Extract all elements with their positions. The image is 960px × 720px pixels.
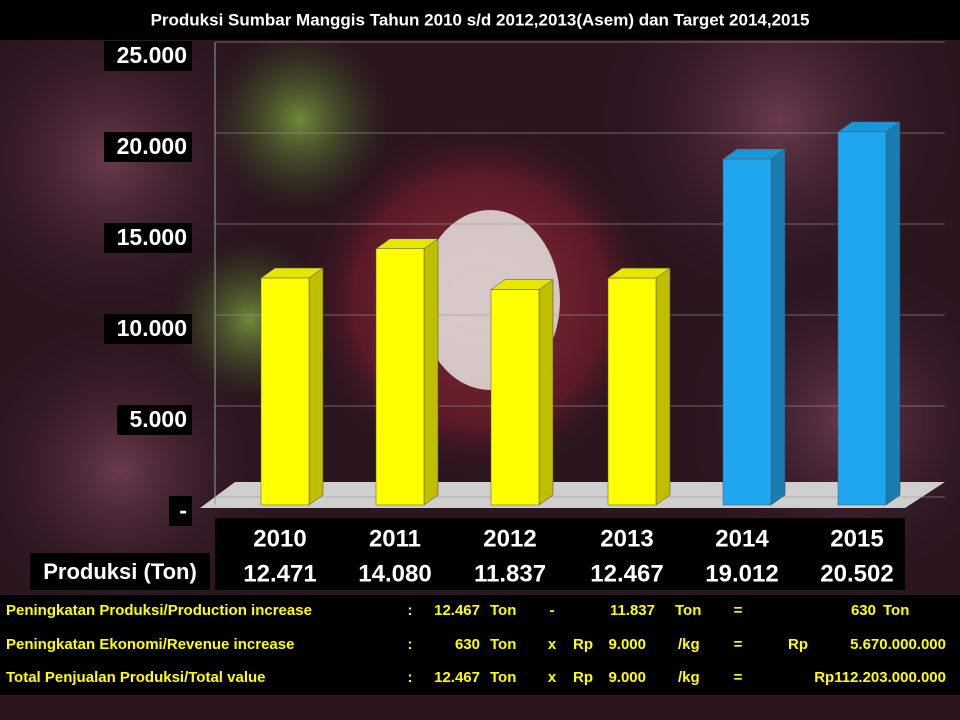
- y-tick-label: -: [179, 497, 187, 523]
- value-label: 11.837: [474, 560, 546, 587]
- bar-side: [308, 267, 324, 506]
- table-cell: 12.467: [434, 602, 480, 619]
- bar: [490, 289, 540, 506]
- bar: [260, 277, 310, 506]
- y-tick-label: 20.000: [117, 133, 187, 159]
- x-tick-label: 2011: [369, 525, 421, 552]
- y-tick-box: [104, 314, 192, 344]
- value-label: 12.471: [243, 560, 316, 587]
- y-tick-box: [104, 132, 192, 162]
- y-tick-label: 25.000: [117, 42, 187, 68]
- table-cell: 11.837: [610, 602, 655, 619]
- row-label: Produksi (Ton): [43, 559, 197, 584]
- table-cell: =: [734, 602, 743, 619]
- x-tick-label: 2012: [483, 525, 536, 552]
- table-cell: /kg: [678, 636, 700, 653]
- bar: [722, 158, 772, 506]
- table-cell: Rp: [573, 669, 593, 686]
- x-tick-label: 2015: [830, 525, 883, 552]
- table-cell: =: [734, 636, 743, 653]
- table-cell: 12.467: [434, 669, 480, 686]
- table-cell: Ton: [675, 602, 701, 619]
- table-cell: -: [550, 602, 555, 619]
- table-cell: :: [408, 602, 413, 619]
- table-cell: x: [548, 669, 557, 686]
- table-cell: Ton: [490, 669, 516, 686]
- table-cell: Ton: [883, 602, 909, 619]
- table-cell: Rp112.203.000.000: [814, 669, 946, 686]
- x-tick-label: 2013: [600, 525, 653, 552]
- bar: [607, 277, 657, 506]
- x-tick-label: 2014: [715, 525, 769, 552]
- table-cell: :: [408, 669, 413, 686]
- y-tick-label: 5.000: [129, 406, 187, 432]
- table-cell: 9.000: [608, 636, 646, 653]
- bar-side: [770, 148, 786, 506]
- bar-side: [423, 238, 439, 506]
- table-bg: [0, 595, 960, 695]
- table-cell: Rp: [573, 636, 593, 653]
- table-cell: /kg: [678, 669, 700, 686]
- y-tick-box: [169, 496, 192, 526]
- row-label-box: [30, 553, 210, 590]
- x-tick-label: 2010: [253, 525, 306, 552]
- bar: [375, 248, 425, 506]
- y-tick-box: [104, 41, 192, 71]
- category-band: [215, 518, 905, 590]
- table-cell: Peningkatan Ekonomi/Revenue increase: [6, 636, 294, 653]
- table-cell: 630: [455, 636, 480, 653]
- value-label: 14.080: [358, 560, 431, 587]
- y-tick-label: 10.000: [117, 315, 187, 341]
- table-cell: Rp: [788, 636, 808, 653]
- y-tick-box: [104, 223, 192, 253]
- y-tick-box: [117, 405, 192, 435]
- table-cell: 630: [851, 602, 876, 619]
- table-cell: Ton: [490, 636, 516, 653]
- bar-side: [655, 267, 671, 506]
- table-cell: Ton: [490, 602, 516, 619]
- table-cell: 9.000: [608, 669, 646, 686]
- table-cell: Peningkatan Produksi/Production increase: [6, 602, 312, 619]
- table-cell: =: [734, 669, 743, 686]
- table-cell: x: [548, 636, 557, 653]
- table-cell: 5.670.000.000: [850, 636, 946, 653]
- y-tick-label: 15.000: [117, 224, 187, 250]
- table-cell: :: [408, 636, 413, 653]
- table-cell: Total Penjualan Produksi/Total value: [6, 669, 266, 686]
- value-label: 20.502: [820, 560, 893, 587]
- value-label: 19.012: [705, 560, 778, 587]
- value-label: 12.467: [590, 560, 663, 587]
- bar-side: [538, 279, 554, 506]
- bar: [837, 131, 887, 506]
- title-bar: [0, 0, 960, 40]
- bar-side: [885, 121, 901, 506]
- chart-title: Produksi Sumbar Manggis Tahun 2010 s/d 2…: [151, 10, 810, 29]
